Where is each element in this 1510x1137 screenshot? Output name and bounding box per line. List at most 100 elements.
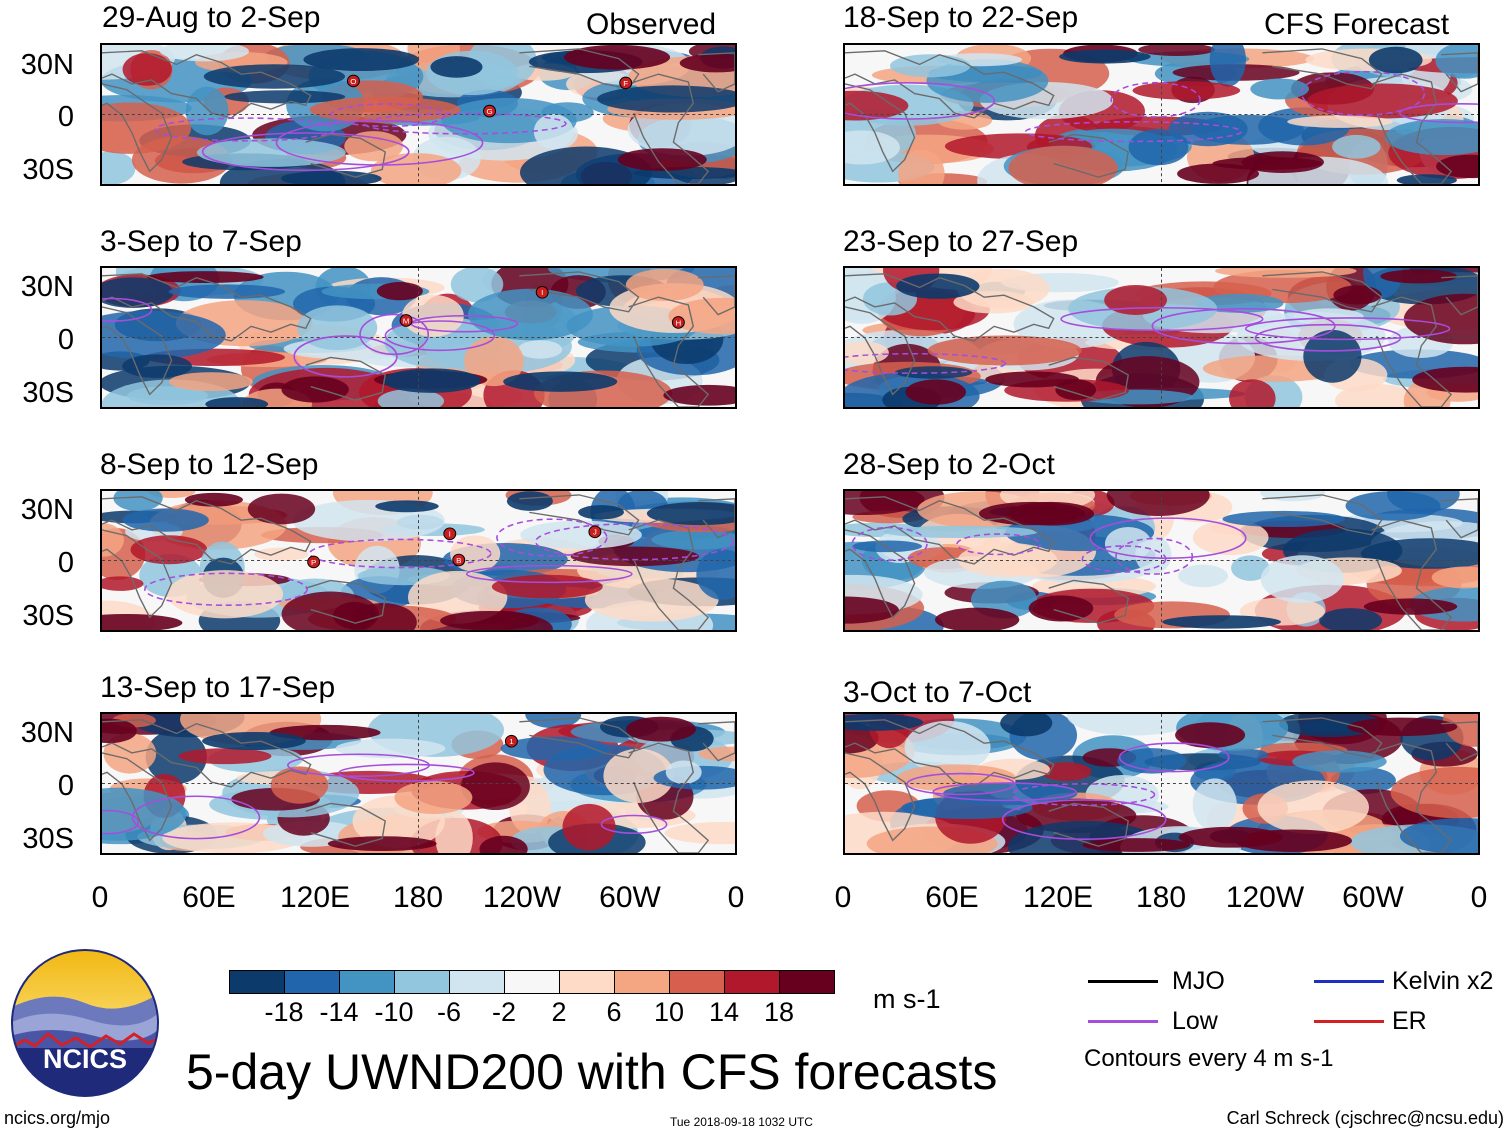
storm-marker (504, 734, 518, 748)
colorbar-tick-label: 14 (708, 997, 740, 1027)
map-panel-fcst-2[interactable] (843, 266, 1480, 409)
map-panel-obs-3[interactable]: B J P I (100, 489, 737, 632)
lon-label-obs-120e: 120E (279, 881, 351, 914)
storm-marker-label: F (623, 79, 628, 88)
main-title: 5-day UWND200 with CFS forecasts (186, 1044, 998, 1100)
legend-low-line (1088, 1020, 1158, 1023)
lat-label-eq-r1: 0 (57, 101, 74, 133)
colorbar-tick-label: -10 (374, 997, 414, 1027)
lat-label-30n-r3: 30N (20, 494, 74, 526)
coastline (628, 73, 710, 184)
coastline (1262, 717, 1383, 759)
coastline (1262, 271, 1383, 313)
coastline (305, 579, 386, 624)
low-contour (845, 352, 1007, 374)
lon-label-fcst-0: 0 (834, 881, 852, 914)
coastline (628, 519, 710, 630)
coastline (1048, 133, 1129, 178)
coastline (102, 719, 312, 788)
colorbar-tick-label: 18 (763, 997, 795, 1027)
lon-label-fcst-60e: 60E (925, 881, 979, 914)
colorbar-swatch (284, 970, 340, 994)
storm-marker-label: G (486, 107, 492, 116)
legend-mjo-label: MJO (1172, 967, 1225, 995)
storm-marker-label: I (541, 288, 543, 297)
panel-title-obs-3: 8-Sep to 12-Sep (100, 448, 319, 481)
low-contour (1244, 317, 1451, 341)
storm-marker (307, 555, 321, 569)
colorbar-swatch (229, 970, 285, 994)
map-field: O G F (102, 45, 735, 184)
storm-marker-label: 1 (509, 737, 513, 746)
map-panel-fcst-4[interactable] (843, 712, 1480, 855)
map-panel-obs-4[interactable]: 1 (100, 712, 737, 855)
map-field (845, 45, 1478, 184)
lat-label-eq-r3: 0 (57, 547, 74, 579)
colorbar-swatch (779, 970, 835, 994)
low-contour (600, 814, 668, 834)
lat-label-30s-r2: 30S (22, 377, 74, 409)
colorbar-swatch (559, 970, 615, 994)
lat-label-30n-r1: 30N (20, 49, 74, 81)
coastline (845, 496, 1055, 565)
low-contour (1118, 742, 1230, 773)
map-panel-fcst-3[interactable] (843, 489, 1480, 632)
ncics-logo[interactable]: NCICS (10, 948, 160, 1098)
low-contour (308, 538, 492, 569)
coastline (519, 271, 640, 313)
lat-label-eq-r4: 0 (57, 770, 74, 802)
colorbar-tick-label: -6 (436, 997, 461, 1027)
lon-label-fcst-60w: 60W (1342, 881, 1404, 914)
storm-marker-label: H (675, 318, 681, 327)
colorbar-swatch (394, 970, 450, 994)
colorbar-swatch (504, 970, 560, 994)
ncics-logo-text: NCICS (43, 1044, 127, 1074)
map-panel-fcst-1[interactable] (843, 43, 1480, 186)
coastline (519, 494, 640, 536)
storm-marker (443, 527, 457, 541)
low-contour (1254, 323, 1402, 352)
low-contour (1399, 103, 1478, 124)
low-contour (144, 572, 308, 606)
lon-label-obs-0: 0 (91, 881, 109, 914)
coastline (102, 50, 312, 119)
storm-marker (535, 285, 549, 299)
coastline (305, 802, 386, 847)
footer-site-link[interactable]: ncics.org/mjo (4, 1108, 111, 1128)
map-panel-obs-2[interactable]: M I H (100, 266, 737, 409)
legend-note: Contours every 4 m s-1 (1084, 1045, 1334, 1072)
storm-marker-label: B (456, 556, 461, 565)
footer-author: Carl Schreck (cjschrec@ncsu.edu) (1226, 1108, 1504, 1128)
colorbar-tick-label: 6 (606, 997, 622, 1027)
coastline (1441, 721, 1478, 762)
low-contour (534, 523, 735, 561)
low-contour (906, 772, 1016, 796)
low-contour (1024, 121, 1243, 143)
coastline (1371, 73, 1453, 184)
storm-marker (619, 76, 633, 90)
legend-mjo-line (1088, 980, 1158, 983)
lon-label-obs-0e: 0 (727, 881, 745, 914)
low-contour (1011, 783, 1156, 807)
coastline (1371, 519, 1453, 630)
coastline (519, 48, 640, 90)
lon-label-fcst-0e: 0 (1470, 881, 1488, 914)
low-contour (154, 117, 336, 142)
coastline (1371, 742, 1453, 853)
map-panel-obs-1[interactable]: O G F (100, 43, 737, 186)
coastline (1441, 52, 1478, 93)
legend-kelvin-line (1314, 980, 1384, 983)
coastline (519, 717, 640, 759)
low-contour (1060, 306, 1264, 332)
storm-marker (483, 104, 497, 118)
coastline (305, 356, 386, 401)
coastline (845, 719, 1055, 788)
coastline (845, 83, 916, 173)
panel-title-obs-4: 13-Sep to 17-Sep (100, 671, 336, 704)
colorbar-swatch (449, 970, 505, 994)
coastline (698, 721, 735, 762)
coastline (698, 275, 735, 316)
low-contour (956, 533, 1041, 556)
coastline (628, 296, 710, 407)
lon-label-fcst-120e: 120E (1022, 881, 1094, 914)
